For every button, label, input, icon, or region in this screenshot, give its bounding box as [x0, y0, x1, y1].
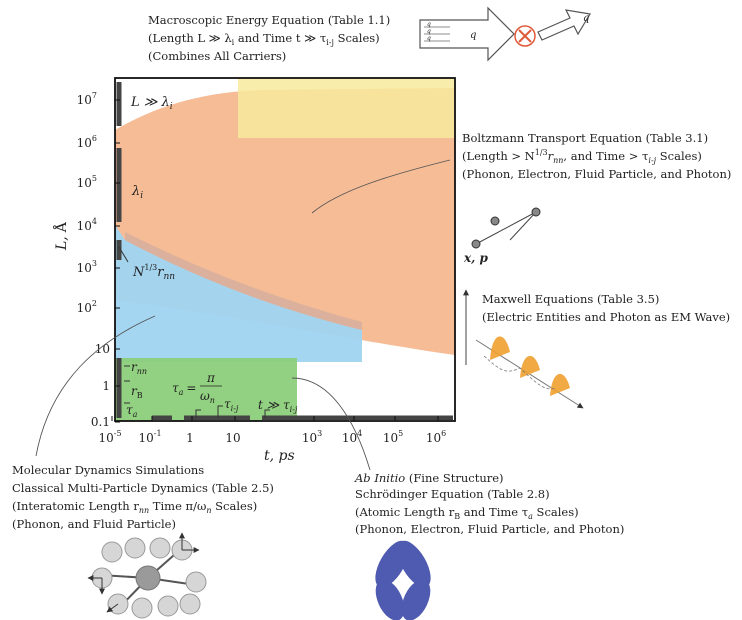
svg-text:Schrödinger Equation (Table 2.: Schrödinger Equation (Table 2.8)	[355, 487, 550, 501]
y-tick-label: 103	[77, 259, 97, 275]
heat-flow-arrow-icon: q q q q q	[419, 6, 591, 62]
y-tick-label: 1	[102, 379, 110, 393]
large-time-label: t ≫ τi-j	[258, 398, 298, 414]
r-nn-label: rnn	[131, 360, 147, 376]
svg-text:q: q	[427, 35, 431, 42]
svg-text:q: q	[470, 30, 476, 41]
x-tick-label: 1	[186, 431, 194, 445]
mean-free-path-label: λi	[131, 184, 143, 201]
svg-text:Ab Initio (Fine Structure): Ab Initio (Fine Structure)	[354, 471, 504, 485]
svg-text:(Phonon, Electron, Fluid Parti: (Phonon, Electron, Fluid Particle, and P…	[355, 522, 624, 536]
x-axis-ticks: 10-5 10-1 1 10 103 104 105 106	[98, 416, 446, 445]
x-tick-label: 10	[225, 431, 240, 445]
y-tick-label: 107	[77, 91, 97, 107]
x-tick-label: 10-5	[98, 429, 121, 445]
maxwell-annotation: Maxwell Equations (Table 3.5) (Electric …	[482, 292, 730, 324]
svg-text:(Length L ≫ λi and Time t ≫ τi: (Length L ≫ λi and Time t ≫ τi-j Scales)	[148, 31, 380, 47]
svg-text:τa=: τa =	[172, 381, 196, 397]
y-tick-label: 104	[77, 217, 97, 233]
tau-a-equation: τa = π ωn	[172, 371, 222, 405]
svg-text:(Electric Entities and Photon: (Electric Entities and Photon as EM Wave…	[482, 310, 730, 324]
particle-collision-icon: x, p	[463, 207, 541, 265]
x-tick-label: 103	[302, 429, 322, 445]
em-wave-icon	[463, 289, 584, 409]
tau-a-label: τa	[126, 403, 138, 419]
orbital-icon	[375, 540, 431, 620]
svg-text:q: q	[427, 21, 431, 28]
x-axis-label: t, ps	[264, 448, 295, 464]
tick-brackets	[118, 246, 270, 418]
molecular-dynamics-annotation: Molecular Dynamics Simulations Classical…	[12, 463, 274, 531]
svg-text:(Combines All Carriers): (Combines All Carriers)	[148, 49, 286, 63]
boltzmann-annotation: Boltzmann Transport Equation (Table 3.1)…	[462, 131, 731, 181]
svg-text:x, p: x, p	[463, 251, 489, 265]
svg-text:q: q	[583, 13, 589, 24]
x-tick-label: 10-1	[138, 429, 161, 445]
leader-lines	[35, 159, 451, 471]
ab-initio-annotation: Ab Initio (Fine Structure) Schrödinger E…	[354, 471, 624, 536]
scale-bars	[116, 82, 453, 421]
boltzmann-overlap-region	[125, 232, 362, 330]
plot-regions	[115, 78, 455, 421]
svg-text:Boltzmann Transport Equation (: Boltzmann Transport Equation (Table 3.1)	[462, 131, 708, 145]
tau-ij-label: τi-j	[224, 397, 239, 413]
x-tick-label: 106	[426, 429, 446, 445]
y-tick-label: 0.1	[91, 415, 110, 429]
interparticle-spacing-label: N1/3rnn	[132, 263, 175, 282]
svg-text:(Phonon, and Fluid Particle): (Phonon, and Fluid Particle)	[12, 517, 176, 531]
svg-text:Molecular Dynamics Simulations: Molecular Dynamics Simulations	[12, 463, 204, 477]
svg-text:Maxwell Equations (Table 3.5): Maxwell Equations (Table 3.5)	[482, 292, 659, 306]
svg-text:q: q	[427, 28, 431, 35]
svg-text:(Interatomic Length rnn Time π: (Interatomic Length rnn Time π/ωn Scales…	[12, 499, 257, 515]
y-tick-label: 106	[77, 134, 97, 150]
svg-text:Classical Multi-Particle Dynam: Classical Multi-Particle Dynamics (Table…	[12, 481, 274, 495]
macroscopic-annotation: Macroscopic Energy Equation (Table 1.1) …	[148, 13, 390, 63]
molecular-dynamics-region	[115, 225, 362, 362]
svg-text:(Atomic Length rB and Time τa: (Atomic Length rB and Time τa Scales)	[355, 505, 579, 521]
y-tick-label: 10	[95, 342, 110, 356]
svg-text:ωn: ωn	[200, 389, 215, 405]
svg-text:π: π	[206, 371, 216, 385]
x-tick-label: 105	[383, 429, 403, 445]
svg-text:(Phonon, Electron, Fluid Parti: (Phonon, Electron, Fluid Particle, and P…	[462, 167, 731, 181]
plot-frame	[114, 77, 456, 422]
macroscopic-region	[238, 78, 455, 138]
atom-lattice-icon	[87, 532, 207, 619]
y-tick-label: 102	[77, 299, 97, 315]
y-axis-label: L,Å	[52, 221, 70, 251]
large-length-label: L ≫ λi	[130, 95, 173, 112]
r-b-label: rB	[131, 384, 143, 400]
svg-text:(Length > N1/3rnn, and Time >: (Length > N1/3rnn, and Time > τi-j Scale…	[462, 148, 702, 165]
svg-text:Macroscopic Energy Equation (T: Macroscopic Energy Equation (Table 1.1)	[148, 13, 390, 27]
x-tick-label: 104	[342, 429, 362, 445]
y-tick-label: 105	[77, 174, 97, 190]
